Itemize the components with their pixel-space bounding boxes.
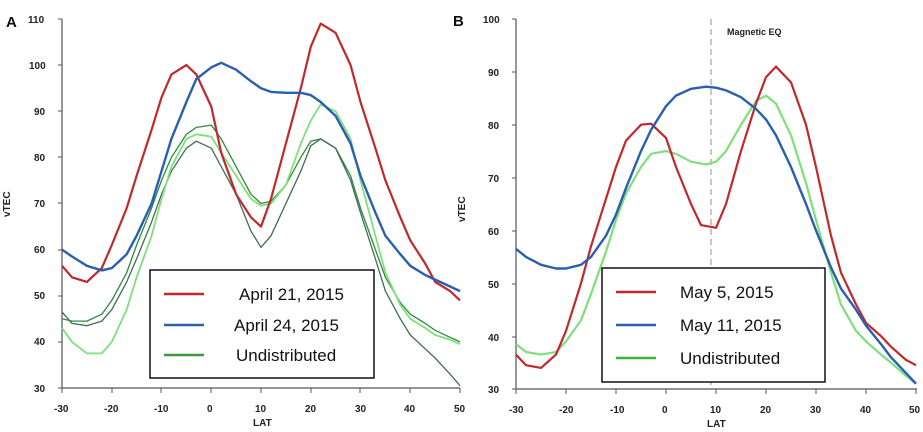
- panel-a-legend-label-april-24: April 24, 2015: [234, 316, 339, 335]
- panel-b-ytick-label: 90: [488, 68, 500, 79]
- panel-b-xtick-label: -30: [509, 405, 524, 416]
- panel-b-xtick-label: 40: [860, 405, 872, 416]
- panel-a-ytick-label: 110: [28, 15, 45, 26]
- panel-a-xtick-label: 10: [255, 404, 267, 415]
- panel-a-xtick-label: -10: [154, 404, 169, 415]
- panel-b-legend-label-may-11: May 11, 2015: [680, 316, 782, 335]
- panel-b-xtick-label: 10: [710, 405, 722, 416]
- panel-b-series-line-may-11: [515, 85, 917, 385]
- panel-a-legend: April 21, 2015 April 24, 2015 Undistribu…: [149, 269, 375, 379]
- panel-a-xtick-label: 30: [355, 404, 367, 415]
- panel-b: B 100 90 80 70 60 50 40 30 -30 -20 -10 0: [453, 13, 921, 430]
- panel-a: A 110 100 90 80 70 60 50 40 30 -30 -20: [2, 14, 466, 429]
- panel-a-yticks: 110 100 90 80 70 60 50 40 30: [28, 15, 62, 395]
- panel-b-xtick-label: 30: [810, 405, 822, 416]
- panel-b-ytick-label: 50: [488, 280, 500, 291]
- panel-a-xticks: -30 -20 -10 0 10 20 30 40 50: [54, 388, 466, 415]
- panel-b-plot-area: [515, 65, 917, 385]
- magnetic-equator-label: Magnetic EQ: [727, 27, 782, 37]
- panel-a-legend-label-april-21: April 21, 2015: [239, 285, 344, 304]
- panel-b-xticks: -30 -20 -10 0 10 20 30 40 50: [509, 389, 921, 416]
- panel-b-legend-label-may-5: May 5, 2015: [680, 283, 774, 302]
- panel-b-ytick-label: 40: [488, 333, 500, 344]
- panel-b-ytick-label: 100: [483, 15, 500, 26]
- panel-a-y-axis-title: vTEC: [2, 191, 13, 217]
- panel-b-ytick-label: 60: [488, 227, 500, 238]
- panel-a-letter: A: [6, 14, 17, 31]
- panel-a-xtick-label: 20: [305, 404, 317, 415]
- panel-a-series-line-undistributed: [61, 103, 461, 355]
- panel-a-ytick-label: 40: [34, 337, 46, 348]
- panel-a-series-line-undistributed-darker: [61, 138, 461, 387]
- panel-a-ytick-label: 90: [34, 107, 46, 118]
- panel-b-y-axis-title: vTEC: [457, 196, 468, 222]
- panel-a-plot-area: [61, 22, 461, 387]
- panel-b-xtick-label: -20: [559, 405, 574, 416]
- panel-b-xtick-label: 0: [662, 405, 668, 416]
- panel-b-letter: B: [453, 13, 464, 30]
- panel-b-xtick-label: 50: [909, 405, 921, 416]
- panel-b-ytick-label: 80: [488, 121, 500, 132]
- panel-a-xtick-label: 0: [207, 404, 213, 415]
- panel-a-ytick-label: 80: [34, 153, 46, 164]
- panel-a-xtick-label: 40: [404, 404, 416, 415]
- panel-a-series-line-april-24: [61, 61, 461, 293]
- panel-b-yticks: 100 90 80 70 60 50 40 30: [483, 15, 516, 396]
- panel-a-ytick-label: 30: [34, 384, 46, 395]
- panel-b-xtick-label: 20: [760, 405, 772, 416]
- panel-b-ytick-label: 30: [488, 385, 500, 396]
- panel-b-legend-label-undistributed: Undistributed: [680, 349, 780, 368]
- panel-b-xtick-label: -10: [610, 405, 625, 416]
- panel-b-ytick-label: 70: [488, 174, 500, 185]
- panel-a-ytick-label: 70: [34, 199, 46, 210]
- panel-b-series-line-undistributed: [515, 94, 917, 385]
- panel-b-legend: May 5, 2015 May 11, 2015 Undistributed: [601, 267, 826, 383]
- panel-a-x-axis-title: LAT: [253, 418, 272, 429]
- panel-a-xtick-label: -20: [104, 404, 119, 415]
- panel-a-ytick-label: 50: [34, 291, 46, 302]
- panel-b-x-axis-title: LAT: [707, 419, 726, 430]
- panel-a-xtick-label: 50: [454, 404, 466, 415]
- panel-a-legend-label-undistributed: Undistributed: [236, 346, 336, 365]
- panel-a-series-line-april-21: [61, 22, 461, 302]
- panel-a-xtick-label: -30: [54, 404, 69, 415]
- panel-b-series-line-may-5: [515, 65, 917, 369]
- panel-a-ytick-label: 100: [29, 61, 46, 72]
- panel-a-ytick-label: 60: [34, 245, 46, 256]
